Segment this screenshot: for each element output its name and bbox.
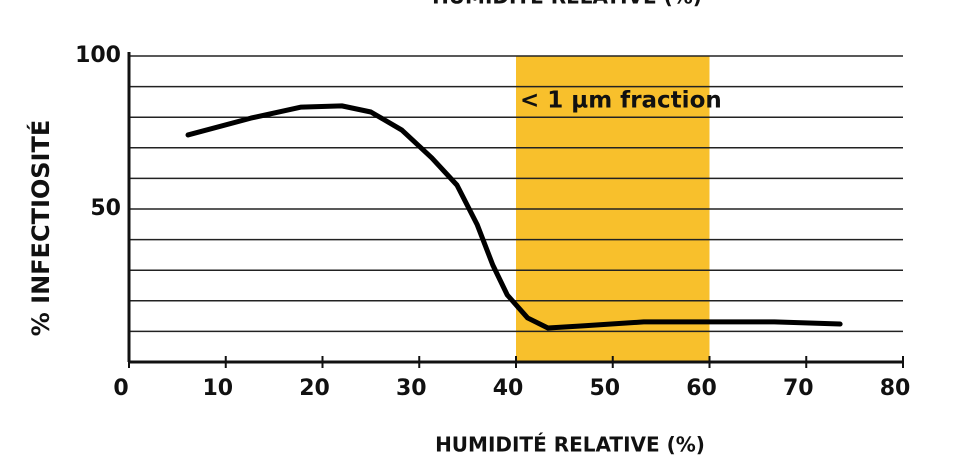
x-tick-label: 30 [396,376,427,401]
x-tick-label: 0 [113,376,128,401]
x-tick-label: 50 [589,376,620,401]
chart-title: HUMIDITÉ RELATIVE (%) [432,0,702,9]
x-tick-label: 20 [299,376,330,401]
annotation: < 1 µm fraction [520,88,722,114]
x-tick-label: 80 [880,376,911,401]
y-tick-label: 100 [75,43,121,68]
y-axis-title: % INFECTIOSITÉ [26,120,55,337]
x-tick-label: 60 [686,376,717,401]
x-tick-label: 40 [493,376,524,401]
x-axis-title: HUMIDITÉ RELATIVE (%) [435,433,705,457]
y-tick-label: 50 [90,196,121,221]
x-tick-label: 70 [783,376,814,401]
data-line [185,103,843,331]
x-tick-label: 10 [202,376,233,401]
